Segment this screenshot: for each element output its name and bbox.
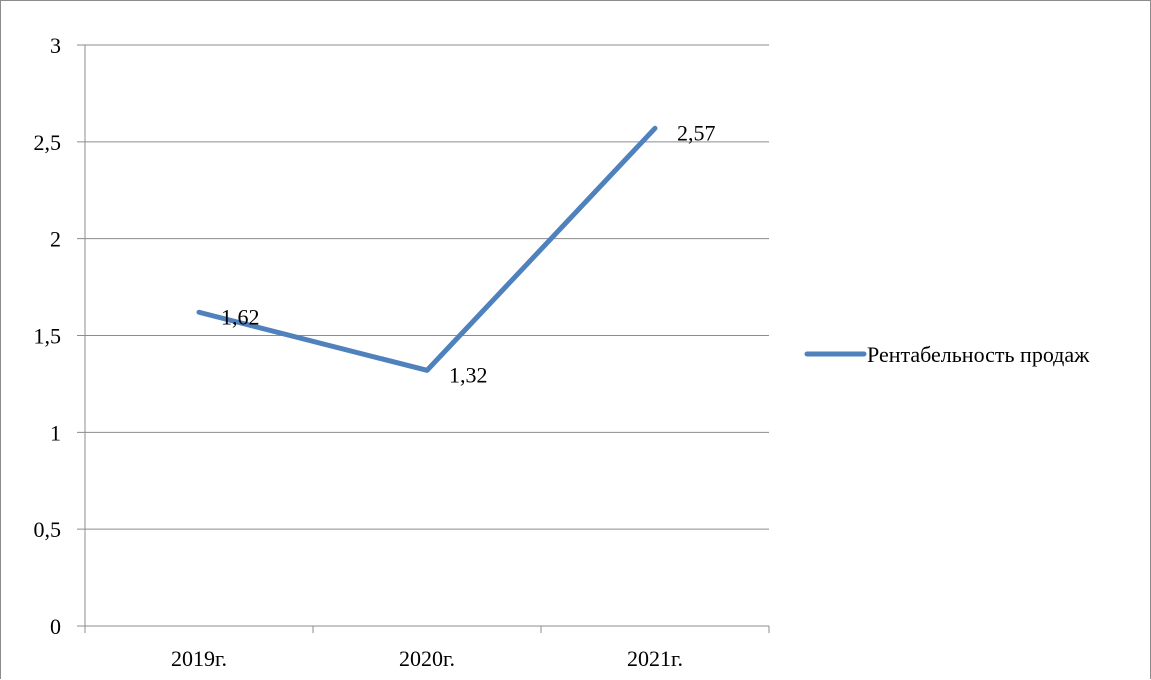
data-label: 1,32 [449, 362, 488, 387]
legend-label: Рентабельность продаж [867, 342, 1090, 367]
x-tick-label: 2019г. [171, 646, 227, 671]
axes [77, 45, 770, 633]
x-tick-label: 2021г. [627, 646, 683, 671]
y-tick-label: 3 [50, 33, 61, 58]
y-tick-labels: 0 0,5 1 1,5 2 2,5 3 [34, 33, 62, 639]
x-tick-labels: 2019г. 2020г. 2021г. [171, 646, 683, 671]
y-tick-label: 0,5 [34, 517, 62, 542]
data-label: 1,62 [221, 304, 260, 329]
y-tick-label: 1 [50, 420, 61, 445]
data-label: 2,57 [677, 120, 716, 145]
legend: Рентабельность продаж [804, 342, 1090, 367]
y-tick-label: 2 [50, 227, 61, 252]
x-tick-label: 2020г. [399, 646, 455, 671]
gridlines [77, 44, 769, 530]
y-tick-label: 1,5 [34, 324, 62, 349]
y-tick-label: 2,5 [34, 130, 62, 155]
data-labels: 1,62 1,32 2,57 [221, 120, 716, 387]
series-line [196, 125, 658, 373]
y-tick-label: 0 [50, 614, 61, 639]
series-lines [196, 125, 658, 373]
